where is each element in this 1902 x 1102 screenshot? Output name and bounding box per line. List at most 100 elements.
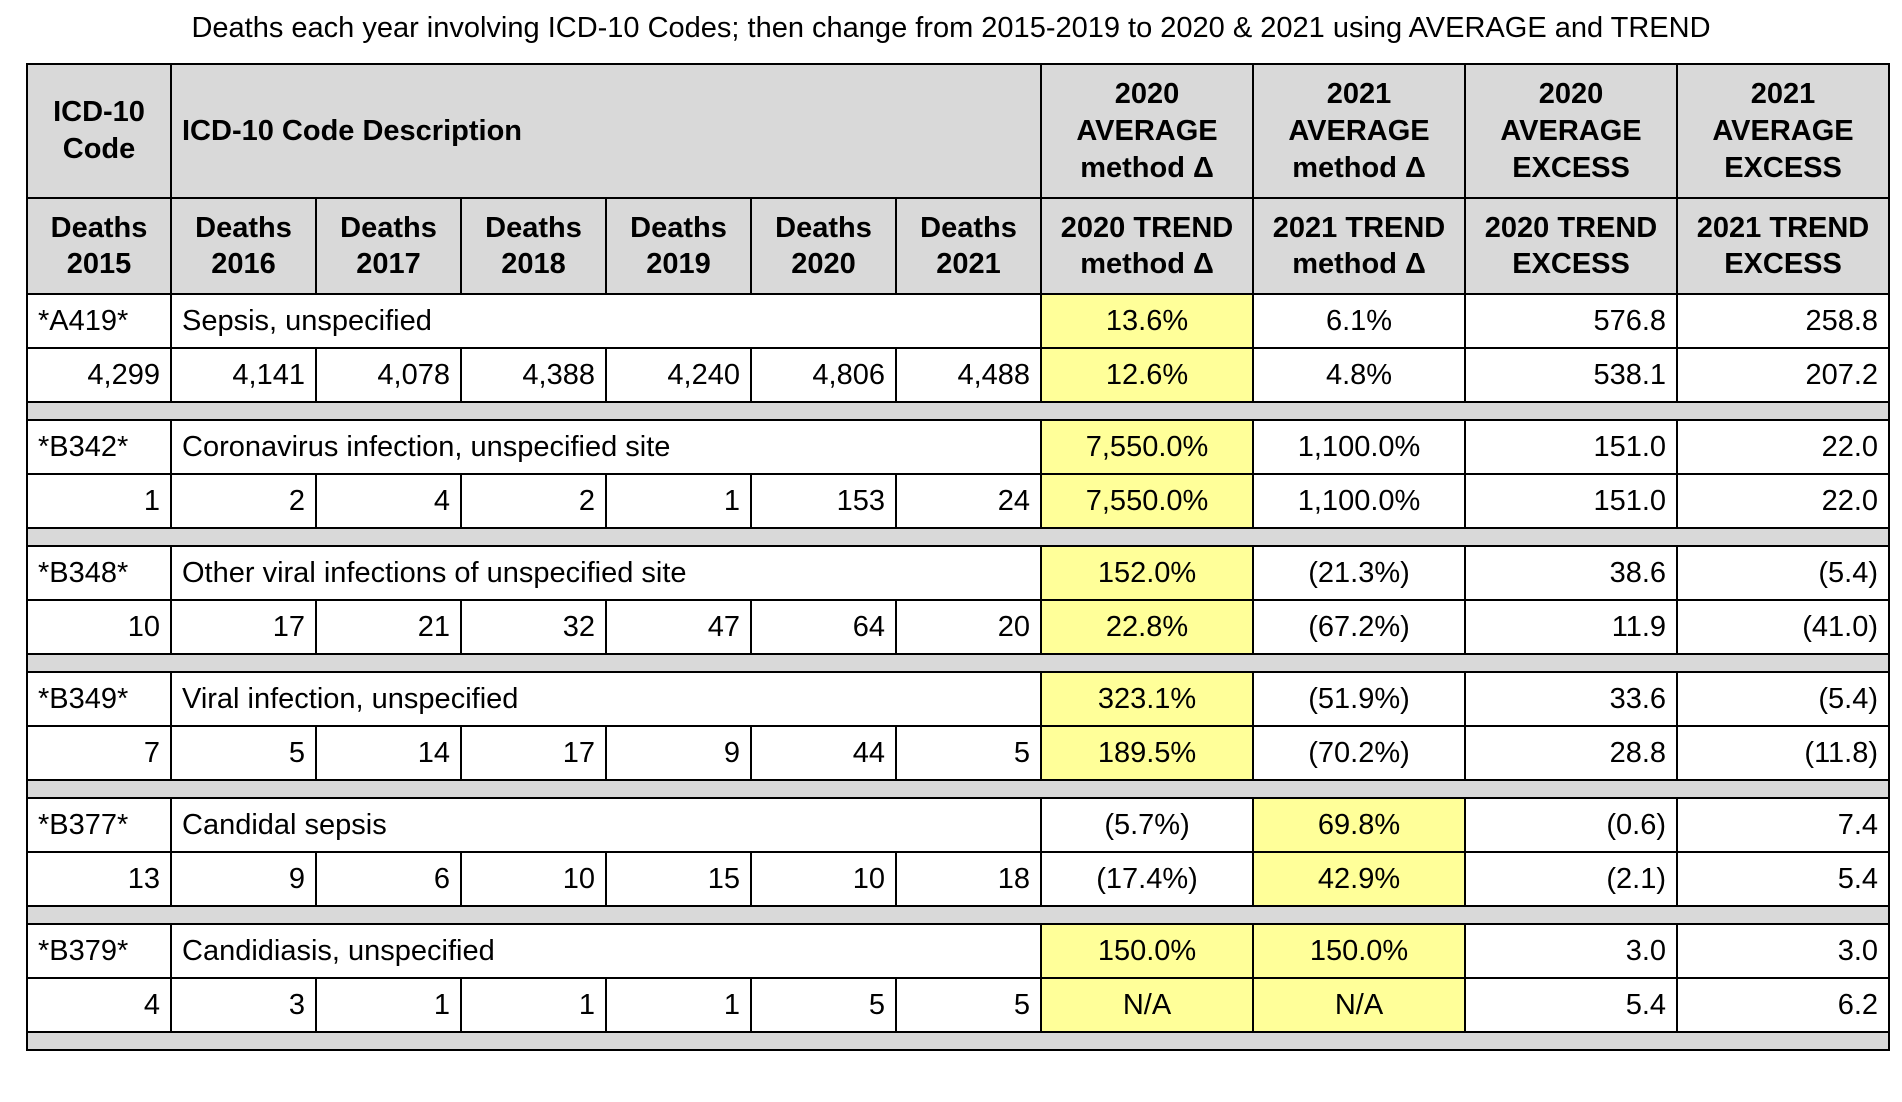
header-row-1: ICD-10 Code ICD-10 Code Description 2020…: [26, 63, 1891, 199]
average-value-cell: 150.0%: [1252, 923, 1467, 979]
trend-value-cell: (70.2%): [1252, 725, 1467, 781]
header-deaths-2020: Deaths 2020: [750, 197, 897, 295]
deaths-value-cell: 10: [26, 599, 172, 655]
trend-value-cell: 189.5%: [1040, 725, 1255, 781]
average-value-cell: 151.0: [1464, 419, 1679, 475]
header-2020-average-delta: 2020 AVERAGE method Δ: [1040, 63, 1255, 199]
description-cell: Coronavirus infection, unspecified site: [169, 419, 1043, 475]
icd10-code-cell: *B348*: [26, 545, 172, 601]
header-2020-trend-excess: 2020 TREND EXCESS: [1464, 197, 1679, 295]
deaths-value-cell: 10: [460, 851, 607, 907]
table-row-deaths: 7 5 14 17 9 44 5 189.5% (70.2%) 28.8 (11.8): [26, 725, 1891, 781]
row-separator: [25, 779, 1891, 799]
description-cell: Viral infection, unspecified: [169, 671, 1043, 727]
average-value-cell: 258.8: [1676, 293, 1891, 349]
header-row-2: Deaths 2015 Deaths 2016 Deaths 2017 Deaths 2018…: [26, 197, 1891, 295]
header-deaths-2016: Deaths 2016: [170, 197, 317, 295]
deaths-value-cell: 24: [894, 473, 1043, 529]
trend-value-cell: 22.0: [1676, 473, 1891, 529]
average-value-cell: 323.1%: [1040, 671, 1255, 727]
deaths-value-cell: 9: [605, 725, 752, 781]
header-2021-trend-delta: 2021 TREND method Δ: [1252, 197, 1467, 295]
average-value-cell: 152.0%: [1040, 545, 1255, 601]
icd10-code-cell: *B349*: [26, 671, 172, 727]
trend-value-cell: 5.4: [1464, 977, 1679, 1033]
header-deaths-2018: Deaths 2018: [460, 197, 607, 295]
row-separator: [25, 653, 1891, 673]
trend-value-cell: 538.1: [1464, 347, 1679, 403]
deaths-value-cell: 2: [460, 473, 607, 529]
deaths-value-cell: 44: [750, 725, 897, 781]
deaths-value-cell: 4,806: [750, 347, 897, 403]
deaths-value-cell: 13: [26, 851, 172, 907]
deaths-value-cell: 4,240: [605, 347, 752, 403]
deaths-value-cell: 4: [315, 473, 462, 529]
row-separator: [25, 401, 1891, 421]
icd10-code-cell: *A419*: [26, 293, 172, 349]
average-value-cell: (51.9%): [1252, 671, 1467, 727]
deaths-value-cell: 32: [460, 599, 607, 655]
table-row-deaths: 4,299 4,141 4,078 4,388 4,240 4,806 4,488 12.6%…: [26, 347, 1891, 403]
separator-cell: [25, 653, 1891, 673]
average-value-cell: 22.0: [1676, 419, 1891, 475]
deaths-value-cell: 1: [315, 977, 462, 1033]
deaths-value-cell: 1: [26, 473, 172, 529]
trend-value-cell: 5.4: [1676, 851, 1891, 907]
header-description: ICD-10 Code Description: [169, 63, 1043, 199]
description-cell: Other viral infections of unspecified si…: [169, 545, 1043, 601]
table-row-average: *B342* Coronavirus infection, unspecified…: [26, 419, 1891, 475]
average-value-cell: 1,100.0%: [1252, 419, 1467, 475]
trend-value-cell: 11.9: [1464, 599, 1679, 655]
header-2021-average-delta: 2021 AVERAGE method Δ: [1252, 63, 1467, 199]
separator-cell: [25, 401, 1891, 421]
average-value-cell: 38.6: [1464, 545, 1679, 601]
separator-cell: [25, 1031, 1891, 1051]
table-title: Deaths each year involving ICD-10 Codes;…: [191, 12, 1711, 44]
deaths-value-cell: 1: [460, 977, 607, 1033]
header-deaths-2021: Deaths 2021: [894, 197, 1043, 295]
trend-value-cell: 1,100.0%: [1252, 473, 1467, 529]
deaths-value-cell: 7: [26, 725, 172, 781]
deaths-value-cell: 5: [750, 977, 897, 1033]
row-separator: [25, 905, 1891, 925]
deaths-value-cell: 153: [750, 473, 897, 529]
trend-value-cell: 28.8: [1464, 725, 1679, 781]
deaths-value-cell: 3: [170, 977, 317, 1033]
average-value-cell: 33.6: [1464, 671, 1679, 727]
icd10-code-cell: *B377*: [26, 797, 172, 853]
separator-cell: [25, 779, 1891, 799]
header-deaths-2019: Deaths 2019: [605, 197, 752, 295]
deaths-value-cell: 20: [894, 599, 1043, 655]
deaths-value-cell: 18: [894, 851, 1043, 907]
deaths-value-cell: 14: [315, 725, 462, 781]
trend-value-cell: 207.2: [1676, 347, 1891, 403]
description-cell: Sepsis, unspecified: [169, 293, 1043, 349]
row-separator: [25, 527, 1891, 547]
deaths-value-cell: 10: [750, 851, 897, 907]
average-value-cell: (5.4): [1676, 671, 1891, 727]
separator-cell: [25, 905, 1891, 925]
table-row-average: *B379* Candidiasis, unspecified 150.0% 150.…: [26, 923, 1891, 979]
table-row-deaths: 1 2 4 2 1 153 24 7,550.0% 1,100.0% 151.0 22.0: [26, 473, 1891, 529]
trend-value-cell: 22.8%: [1040, 599, 1255, 655]
average-value-cell: (5.4): [1676, 545, 1891, 601]
header-2020-average-excess: 2020 AVERAGE EXCESS: [1464, 63, 1679, 199]
average-value-cell: 13.6%: [1040, 293, 1255, 349]
header-icd10-code: ICD-10 Code: [26, 63, 172, 199]
table-row-average: *B348* Other viral infections of unspecif…: [26, 545, 1891, 601]
trend-value-cell: 4.8%: [1252, 347, 1467, 403]
average-value-cell: 6.1%: [1252, 293, 1467, 349]
deaths-value-cell: 1: [605, 977, 752, 1033]
icd10-code-cell: *B379*: [26, 923, 172, 979]
trend-value-cell: (41.0): [1676, 599, 1891, 655]
table-row-average: *B349* Viral infection, unspecified 323.1%…: [26, 671, 1891, 727]
deaths-value-cell: 17: [460, 725, 607, 781]
deaths-value-cell: 17: [170, 599, 317, 655]
deaths-value-cell: 4: [26, 977, 172, 1033]
deaths-value-cell: 47: [605, 599, 752, 655]
deaths-value-cell: 5: [894, 725, 1043, 781]
deaths-value-cell: 1: [605, 473, 752, 529]
deaths-value-cell: 4,078: [315, 347, 462, 403]
trend-value-cell: 12.6%: [1040, 347, 1255, 403]
table-row-average: *A419* Sepsis, unspecified 13.6% 6.1% 576.8 2…: [26, 293, 1891, 349]
